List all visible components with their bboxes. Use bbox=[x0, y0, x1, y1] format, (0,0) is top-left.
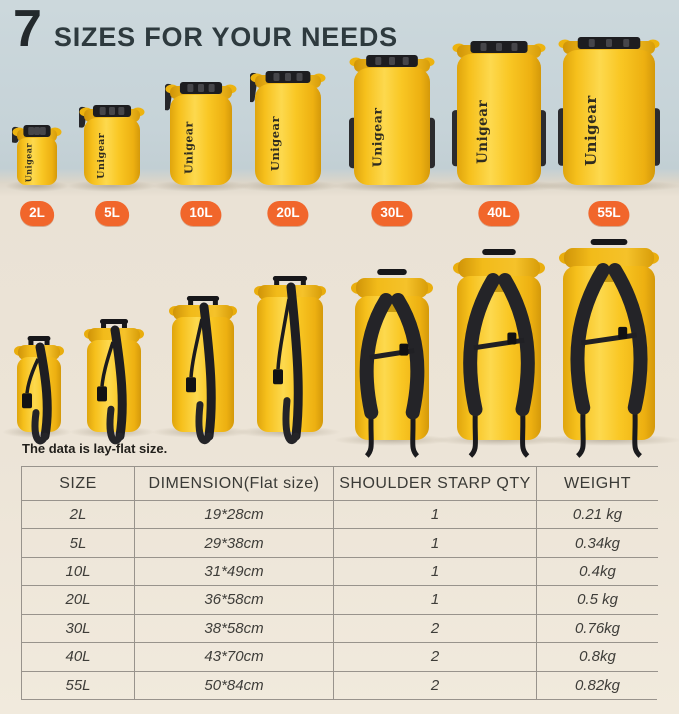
spec-cell-r4-c1: 38*58cm bbox=[134, 613, 333, 643]
spec-cell-r5-c3: 0.8kg bbox=[536, 642, 658, 671]
brand-logo: Unigear bbox=[582, 95, 600, 166]
size-badge-10l: 10L bbox=[180, 201, 222, 226]
spec-cell-r5-c2: 2 bbox=[333, 642, 536, 671]
size-badge-40l: 40L bbox=[478, 201, 520, 226]
dry-bag-back-30l bbox=[342, 268, 442, 462]
lay-flat-note: The data is lay-flat size. bbox=[22, 441, 168, 456]
size-badge-30l: 30L bbox=[371, 201, 413, 226]
spec-header-0: SIZE bbox=[22, 466, 134, 500]
brand-logo: Unigear bbox=[475, 100, 491, 164]
dry-bag-front-20l: Unigear bbox=[250, 63, 326, 185]
size-badge-20l: 20L bbox=[267, 201, 309, 226]
bag-shadow bbox=[235, 180, 341, 192]
brand-logo: Unigear bbox=[268, 116, 282, 172]
brand-logo: Unigear bbox=[96, 132, 107, 179]
dry-bag-front-55l: Unigear bbox=[558, 25, 660, 185]
spec-table: SIZE DIMENSION(Flat size) SHOULDER STARP Q… bbox=[21, 466, 658, 700]
spec-cell-r2-c2: 1 bbox=[333, 556, 536, 586]
dry-bag-front-10l: Unigear bbox=[165, 75, 237, 185]
spec-cell-r3-c0: 20L bbox=[22, 585, 134, 613]
spec-header-2: SHOULDER STARP QTY bbox=[333, 466, 536, 500]
title-text: SIZES FOR YOUR NEEDS bbox=[53, 22, 398, 52]
spec-cell-r4-c0: 30L bbox=[22, 613, 134, 642]
dry-bag-back-55l bbox=[550, 238, 668, 462]
spec-header-1: DIMENSION(Flat size) bbox=[134, 466, 333, 500]
bag-shadow bbox=[151, 180, 251, 192]
size-badge-55l: 55L bbox=[588, 201, 630, 226]
brand-logo: Unigear bbox=[182, 121, 195, 174]
dry-bag-front-5l: Unigear bbox=[79, 99, 145, 185]
dry-bag-back-20l bbox=[244, 275, 332, 452]
spec-cell-r1-c3: 0.34kg bbox=[536, 528, 658, 557]
dry-bag-back-40l bbox=[444, 248, 554, 462]
spec-cell-r1-c0: 5L bbox=[22, 528, 134, 556]
spec-cell-r0-c2: 1 bbox=[333, 500, 536, 529]
size-badge-2l: 2L bbox=[20, 201, 54, 226]
spec-cell-r1-c1: 29*38cm bbox=[134, 528, 333, 557]
dry-bag-back-2l bbox=[4, 335, 70, 452]
spec-cell-r4-c2: 2 bbox=[333, 613, 536, 643]
spec-cell-r0-c3: 0.21 kg bbox=[536, 500, 658, 529]
dry-bag-front-2l: Unigear bbox=[12, 119, 62, 185]
spec-cell-r6-c1: 50*84cm bbox=[134, 670, 333, 699]
spec-cell-r1-c2: 1 bbox=[333, 528, 536, 557]
spec-header-3: WEIGHT bbox=[536, 466, 658, 500]
spec-cell-r3-c1: 36*58cm bbox=[134, 585, 333, 614]
spec-cell-r5-c1: 43*70cm bbox=[134, 642, 333, 671]
size-badge-5l: 5L bbox=[95, 201, 129, 226]
title-number: 7 bbox=[13, 0, 42, 58]
spec-cell-r2-c1: 31*49cm bbox=[134, 556, 333, 586]
spec-cell-r6-c3: 0.82kg bbox=[536, 670, 658, 699]
dry-bag-back-5l bbox=[74, 318, 150, 452]
dry-bag-front-40l: Unigear bbox=[452, 29, 546, 185]
brand-logo: Unigear bbox=[23, 143, 33, 183]
spec-cell-r5-c0: 40L bbox=[22, 642, 134, 670]
spec-cell-r3-c2: 1 bbox=[333, 585, 536, 614]
spec-cell-r6-c0: 55L bbox=[22, 670, 134, 699]
brand-logo: Unigear bbox=[369, 108, 384, 168]
spec-cell-r2-c0: 10L bbox=[22, 556, 134, 585]
dry-bag-front-30l: Unigear bbox=[349, 45, 435, 185]
page-title: 7 SIZES FOR YOUR NEEDS bbox=[13, 2, 398, 57]
spec-cell-r0-c0: 2L bbox=[22, 500, 134, 528]
spec-cell-r3-c3: 0.5 kg bbox=[536, 585, 658, 614]
spec-cell-r2-c3: 0.4kg bbox=[536, 556, 658, 586]
dry-bag-back-10l bbox=[159, 295, 243, 452]
spec-cell-r0-c1: 19*28cm bbox=[134, 500, 333, 529]
spec-cell-r6-c2: 2 bbox=[333, 670, 536, 699]
spec-cell-r4-c3: 0.76kg bbox=[536, 613, 658, 643]
